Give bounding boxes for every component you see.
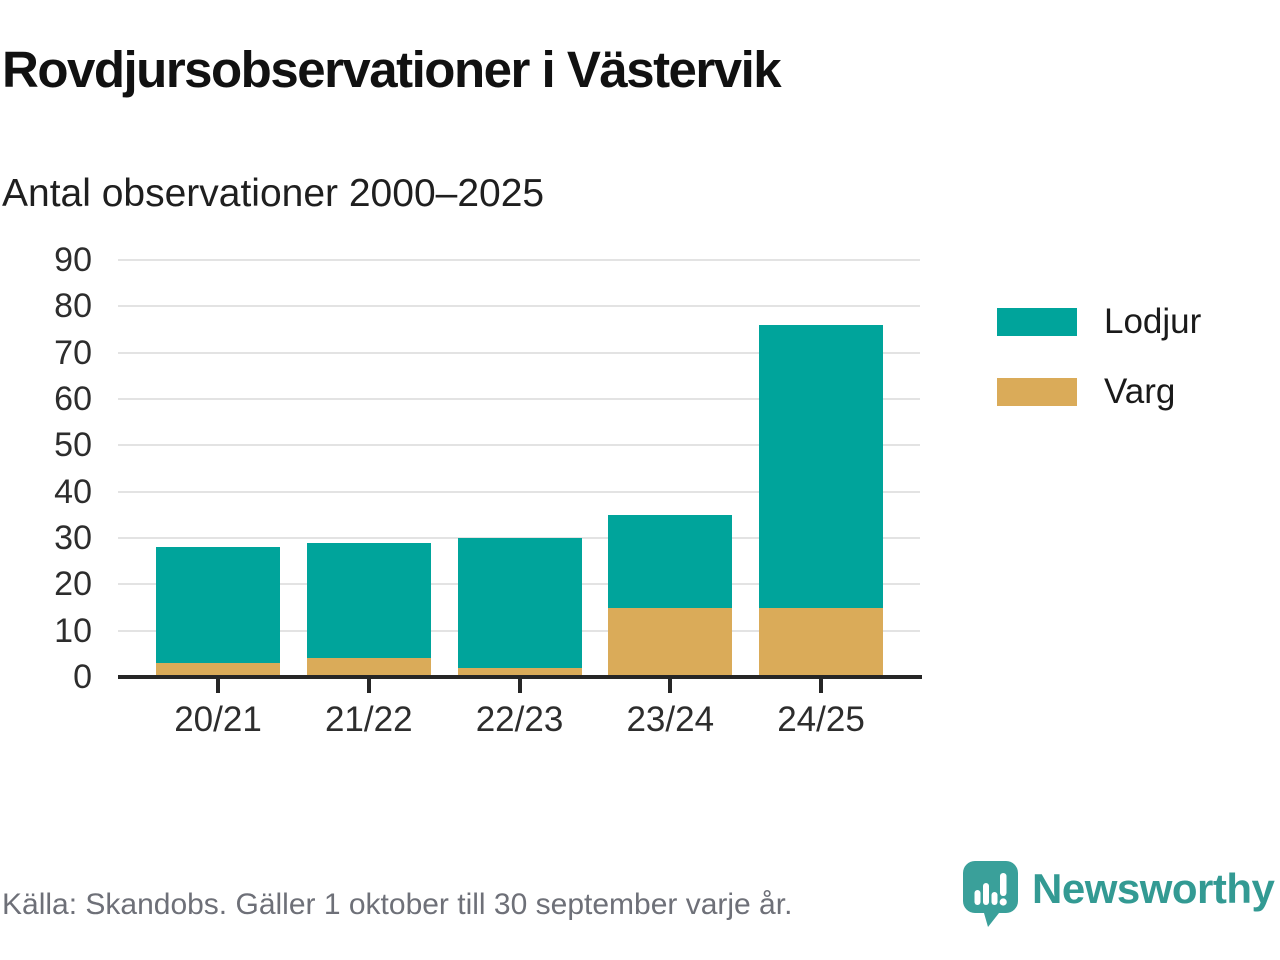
- speech-bubble-bar-chart-icon: [963, 861, 1018, 927]
- bar-20-21-lodjur: [156, 547, 280, 664]
- bar-24-25-lodjur: [759, 324, 883, 608]
- legend-swatch-varg: [997, 378, 1077, 406]
- x-tick-24-25: [819, 679, 823, 693]
- x-tick-20-21: [216, 679, 220, 693]
- y-tick-label-50: 50: [54, 426, 92, 465]
- bar-20-21-varg: [156, 663, 280, 677]
- y-tick-label-20: 20: [54, 565, 92, 604]
- brand-name: Newsworthy: [1032, 865, 1275, 912]
- x-tick-label-22-23: 22/23: [475, 700, 564, 739]
- x-tick-label-21-22: 21/22: [324, 700, 413, 739]
- plot-area: [118, 259, 920, 677]
- gridline-60: [118, 398, 920, 400]
- gridline-90: [118, 259, 920, 261]
- bar-22-23-varg: [457, 667, 582, 677]
- x-axis-line: [118, 675, 922, 679]
- x-tick-21-22: [366, 679, 371, 693]
- bar-23-24-varg: [608, 607, 733, 677]
- gridline-30: [118, 537, 920, 539]
- bar-21-22-varg: [306, 658, 431, 677]
- gridline-70: [118, 351, 920, 354]
- legend-item-lodjur: Lodjur: [997, 302, 1201, 342]
- bar-23-24-lodjur: [608, 514, 733, 608]
- y-tick-label-40: 40: [54, 472, 92, 511]
- chart-title: Rovdjursobservationer i Västervik: [2, 41, 782, 98]
- legend: Lodjur Varg: [997, 302, 1201, 442]
- gridline-50: [118, 444, 920, 447]
- legend-item-varg: Varg: [997, 372, 1201, 412]
- legend-label-varg: Varg: [1104, 372, 1176, 411]
- legend-label-lodjur: Lodjur: [1104, 302, 1202, 341]
- gridline-80: [118, 305, 920, 308]
- x-tick-22-23: [517, 679, 522, 693]
- y-tick-label-60: 60: [54, 380, 92, 418]
- bar-22-23-lodjur: [457, 538, 582, 668]
- y-tick-label-90: 90: [54, 241, 92, 279]
- legend-swatch-lodjur: [997, 308, 1077, 336]
- x-tick-label-23-24: 23/24: [626, 700, 715, 739]
- chart-subtitle: Antal observationer 2000–2025: [2, 172, 545, 215]
- bar-24-25-varg: [759, 607, 883, 677]
- brand-lockup: Newsworthy: [963, 861, 1275, 927]
- y-tick-label-0: 0: [73, 658, 92, 696]
- x-tick-23-24: [668, 679, 673, 693]
- y-tick-label-10: 10: [54, 611, 92, 650]
- bar-21-22-lodjur: [306, 542, 431, 659]
- gridline-40: [118, 490, 920, 493]
- y-tick-label-80: 80: [54, 287, 92, 326]
- x-tick-label-20-21: 20/21: [174, 700, 262, 739]
- x-tick-label-24-25: 24/25: [777, 700, 865, 739]
- y-tick-label-70: 70: [54, 333, 92, 372]
- source-note: Källa: Skandobs. Gäller 1 oktober till 3…: [2, 888, 793, 921]
- y-tick-label-30: 30: [54, 519, 92, 557]
